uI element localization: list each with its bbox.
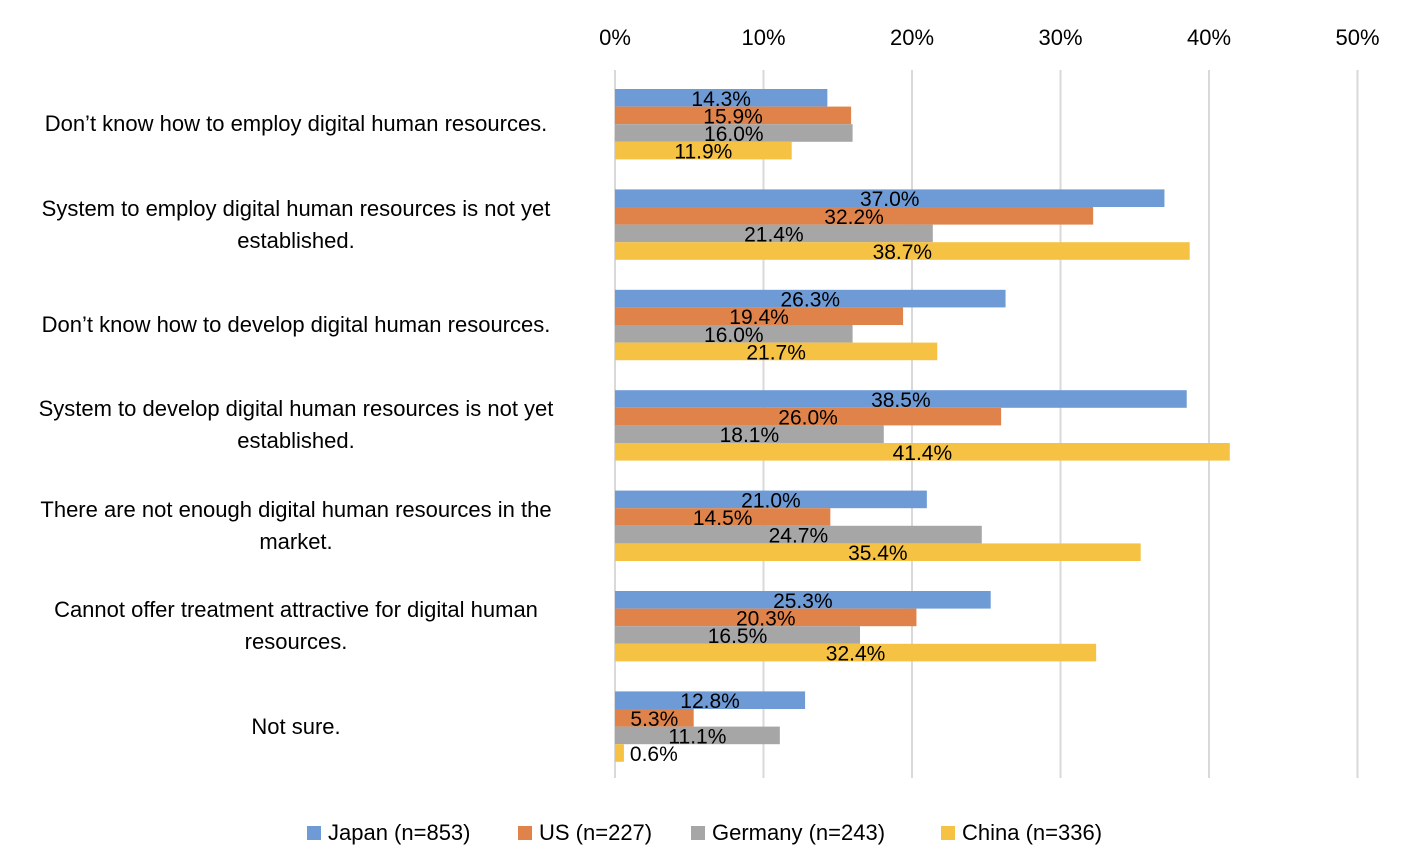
bar-0-6 xyxy=(615,691,806,709)
category-label: There are not enough digital human resou… xyxy=(6,494,586,558)
bar-1-5 xyxy=(615,608,917,627)
bar-1-3 xyxy=(615,407,1002,426)
legend: Japan (n=853) US (n=227) Germany (n=243) Ch… xyxy=(0,818,1406,850)
bar-0-0 xyxy=(615,89,828,107)
bar-3-1 xyxy=(615,242,1190,260)
x-tick-label: 10% xyxy=(741,25,785,50)
data-label: 16.0% xyxy=(704,324,764,347)
category-label-line: Don’t know how to develop digital human … xyxy=(41,312,551,337)
x-tick-label: 40% xyxy=(1187,25,1231,50)
bar-0-4 xyxy=(615,490,927,509)
category-label-line: Cannot offer treatment attractive for di… xyxy=(54,597,538,623)
category-label-line: Don’t know how to employ digital human r… xyxy=(44,111,548,137)
bar-1-2 xyxy=(615,307,904,325)
data-label: 25.3% xyxy=(773,590,833,613)
data-label: 37.0% xyxy=(860,188,920,211)
bar-3-3 xyxy=(615,443,1230,461)
category-label-line: market. xyxy=(259,528,333,554)
bar-3-5 xyxy=(615,643,1097,662)
bar-0-5 xyxy=(615,591,991,609)
x-tick-label: 30% xyxy=(1038,25,1082,50)
category-label: Cannot offer treatment attractive for di… xyxy=(6,594,586,658)
category-label: Not sure. xyxy=(6,711,586,743)
data-label: 38.7% xyxy=(873,241,933,264)
data-label: 21.7% xyxy=(746,341,806,364)
legend-item: China (n=336) xyxy=(941,818,1102,848)
category-label: System to develop digital human resource… xyxy=(6,393,586,457)
data-label: 21.0% xyxy=(741,489,801,512)
category-label-line: established. xyxy=(237,428,355,454)
bar-2-1 xyxy=(615,224,933,243)
category-label-line: System to develop digital human resource… xyxy=(38,396,554,422)
legend-label: US (n=227) xyxy=(539,820,653,845)
bar-2-0 xyxy=(615,124,853,142)
data-label: 5.3% xyxy=(630,708,678,731)
data-label: 16.5% xyxy=(708,625,768,648)
bar-1-0 xyxy=(615,106,852,125)
data-label: 41.4% xyxy=(893,442,953,465)
data-label: 32.4% xyxy=(826,643,886,666)
legend-label: China (n=336) xyxy=(962,820,1103,845)
bar-2-2 xyxy=(615,325,853,343)
x-tick-label: 20% xyxy=(890,25,934,50)
legend-label: Germany (n=243) xyxy=(712,820,886,845)
bar-3-4 xyxy=(615,543,1141,561)
data-label: 35.4% xyxy=(848,542,908,565)
data-label: 12.8% xyxy=(680,690,740,713)
data-label: 21.4% xyxy=(744,223,804,246)
category-label-line: There are not enough digital human resou… xyxy=(40,496,552,522)
data-label: 11.1% xyxy=(668,725,726,748)
legend-swatch xyxy=(691,826,705,840)
data-label: 0.6% xyxy=(630,743,678,766)
data-label: 14.5% xyxy=(693,507,753,530)
data-label: 16.0% xyxy=(704,123,764,146)
data-label: 26.0% xyxy=(778,407,838,430)
bar-1-4 xyxy=(615,508,831,526)
bar-3-0 xyxy=(615,141,792,160)
bar-2-3 xyxy=(615,425,884,443)
data-label: 18.1% xyxy=(720,424,780,447)
data-label: 11.9% xyxy=(674,141,732,164)
x-tick-label: 0% xyxy=(599,25,631,50)
category-label-line: established. xyxy=(237,227,355,253)
legend-swatch xyxy=(941,826,955,840)
legend-label: Japan (n=853) xyxy=(328,820,471,845)
bar-1-1 xyxy=(615,207,1094,225)
data-label: 26.3% xyxy=(781,289,841,312)
bar-0-1 xyxy=(615,189,1165,207)
data-label: 24.7% xyxy=(769,525,829,548)
legend-swatch xyxy=(518,826,532,840)
legend-swatch xyxy=(307,826,321,840)
x-tick-label: 50% xyxy=(1335,25,1379,50)
data-label: 20.3% xyxy=(736,607,796,630)
bar-2-4 xyxy=(615,525,982,544)
bar-0-3 xyxy=(615,390,1187,408)
legend-item: Japan (n=853) xyxy=(307,818,471,848)
bar-1-6 xyxy=(615,709,694,727)
legend-item: US (n=227) xyxy=(518,818,652,848)
category-label: Don’t know how to employ digital human r… xyxy=(6,108,586,140)
category-label: Don’t know how to develop digital human … xyxy=(6,309,586,341)
data-label: 15.9% xyxy=(703,105,763,128)
data-label: 32.2% xyxy=(824,206,884,229)
data-label: 14.3% xyxy=(691,88,751,111)
legend-item: Germany (n=243) xyxy=(691,818,885,848)
bar-3-2 xyxy=(615,342,938,361)
category-label: System to employ digital human resources… xyxy=(6,193,586,257)
data-label: 19.4% xyxy=(729,306,789,329)
category-label-line: resources. xyxy=(244,629,348,655)
category-label-line: Not sure. xyxy=(251,713,341,739)
bar-3-6 xyxy=(615,744,624,762)
bar-0-2 xyxy=(615,289,1006,308)
data-label: 38.5% xyxy=(871,389,931,412)
bar-2-6 xyxy=(615,726,780,745)
bar-2-5 xyxy=(615,626,861,644)
category-label-line: System to employ digital human resources… xyxy=(41,195,551,221)
